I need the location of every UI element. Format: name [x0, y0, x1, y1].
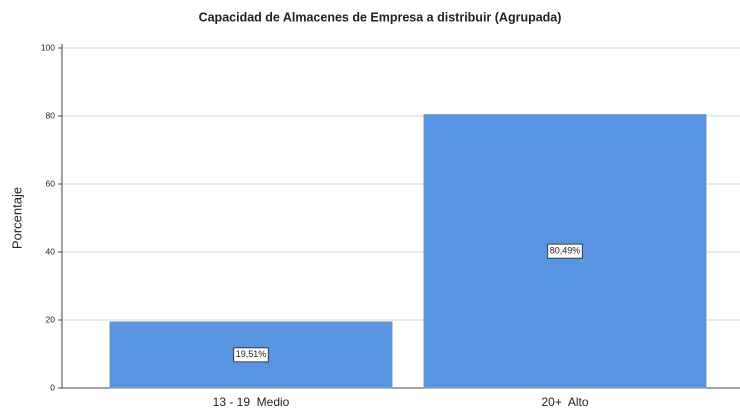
y-tick-label: 0 — [50, 382, 55, 392]
y-axis-label: Porcentaje — [9, 187, 24, 249]
x-tick-label: 13 - 19 Medio — [213, 395, 290, 409]
value-label: 80,49% — [550, 246, 581, 256]
value-label: 19,51% — [236, 349, 267, 359]
value-label-box — [547, 243, 583, 259]
y-tick-label: 40 — [46, 246, 56, 256]
y-tick-label: 80 — [46, 110, 56, 120]
y-tick-label: 20 — [46, 314, 56, 324]
value-label-box — [233, 347, 269, 363]
y-tick-label: 60 — [46, 178, 56, 188]
y-tick-label: 100 — [41, 42, 55, 52]
x-tick-label: 20+ Alto — [541, 395, 588, 409]
chart-title: Capacidad de Almacenes de Empresa a dist… — [199, 10, 562, 24]
